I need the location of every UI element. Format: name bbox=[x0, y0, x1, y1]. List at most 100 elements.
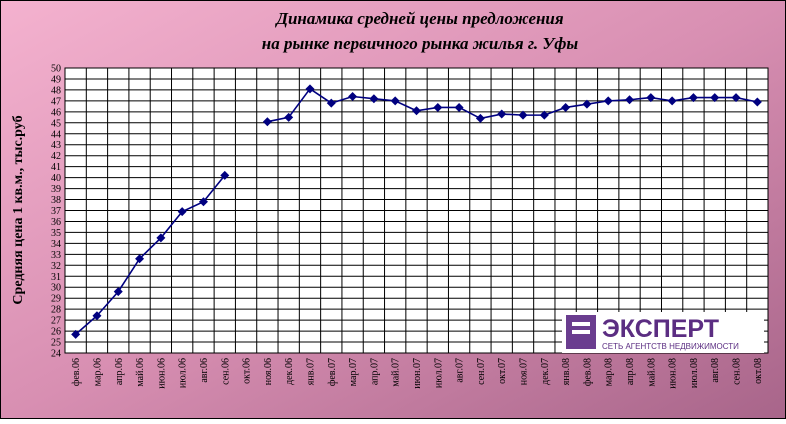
y-tick-label: 42 bbox=[51, 151, 61, 162]
marker bbox=[113, 287, 123, 297]
marker bbox=[433, 102, 443, 112]
x-tick-label: май.08 bbox=[646, 358, 657, 387]
marker bbox=[731, 93, 741, 103]
y-tick-label: 31 bbox=[51, 272, 61, 283]
x-tick-label: апр.06 bbox=[114, 358, 125, 385]
marker bbox=[390, 96, 400, 106]
marker bbox=[475, 113, 485, 123]
y-tick-label: 47 bbox=[51, 96, 61, 107]
y-tick-label: 45 bbox=[51, 118, 61, 129]
marker bbox=[539, 110, 549, 120]
y-tick-label: 29 bbox=[51, 294, 61, 305]
marker bbox=[262, 117, 272, 127]
marker bbox=[348, 92, 358, 101]
y-tick-label: 33 bbox=[51, 250, 61, 261]
x-tick-label: май.07 bbox=[391, 358, 402, 387]
logo-icon-stripe bbox=[572, 330, 590, 334]
marker bbox=[305, 84, 315, 94]
x-tick-label: июл.08 bbox=[689, 358, 700, 388]
x-tick-label: авг.08 bbox=[710, 358, 721, 383]
marker bbox=[156, 233, 166, 243]
y-tick-label: 25 bbox=[51, 338, 61, 349]
x-tick-label: окт.07 bbox=[497, 358, 508, 384]
marker bbox=[667, 96, 677, 106]
chart-title: Динамика средней цены предложения bbox=[274, 9, 564, 28]
y-tick-label: 44 bbox=[51, 129, 61, 140]
x-tick-label: мар.06 bbox=[92, 358, 103, 386]
marker bbox=[92, 311, 102, 321]
marker bbox=[646, 93, 656, 103]
marker bbox=[625, 95, 635, 105]
marker bbox=[582, 99, 592, 109]
y-tick-label: 28 bbox=[51, 305, 61, 316]
x-tick-label: июн.07 bbox=[412, 358, 423, 389]
y-tick-label: 41 bbox=[51, 162, 61, 173]
marker bbox=[284, 112, 294, 122]
marker bbox=[518, 110, 528, 120]
x-tick-label: дек.07 bbox=[540, 358, 551, 385]
x-tick-label: фев.06 bbox=[71, 358, 82, 386]
y-tick-label: 37 bbox=[51, 206, 61, 217]
marker bbox=[71, 329, 81, 339]
x-tick-label: июл.07 bbox=[433, 358, 444, 388]
marker bbox=[198, 197, 208, 207]
y-tick-label: 40 bbox=[51, 173, 61, 184]
y-tick-label: 50 bbox=[51, 64, 61, 75]
x-tick-label: авг.07 bbox=[455, 358, 466, 383]
x-tick-label: май.06 bbox=[135, 358, 146, 387]
y-tick-label: 39 bbox=[51, 184, 61, 195]
x-tick-label: авг.06 bbox=[199, 358, 210, 383]
marker bbox=[497, 109, 507, 119]
y-tick-label: 30 bbox=[51, 283, 61, 294]
y-tick-label: 32 bbox=[51, 261, 61, 272]
y-tick-label: 34 bbox=[51, 239, 61, 250]
x-tick-label: окт.06 bbox=[242, 358, 253, 384]
y-tick-label: 26 bbox=[51, 327, 61, 338]
x-tick-label: июн.06 bbox=[156, 358, 167, 389]
x-tick-label: ноя.06 bbox=[263, 358, 274, 385]
x-tick-label: фев.07 bbox=[327, 358, 338, 386]
y-tick-label: 46 bbox=[51, 107, 61, 118]
marker bbox=[326, 98, 336, 108]
y-tick-label: 49 bbox=[51, 74, 61, 85]
x-tick-label: сен.08 bbox=[732, 358, 743, 385]
x-tick-label: апр.07 bbox=[369, 358, 380, 385]
marker bbox=[369, 94, 379, 104]
x-tick-label: окт.08 bbox=[753, 358, 764, 384]
x-tick-label: мар.08 bbox=[604, 358, 615, 386]
marker bbox=[135, 254, 145, 264]
x-tick-label: июл.06 bbox=[178, 358, 189, 388]
marker bbox=[752, 97, 762, 107]
x-tick-label: фев.08 bbox=[582, 358, 593, 386]
marker bbox=[412, 106, 421, 116]
y-tick-label: 43 bbox=[51, 140, 61, 151]
x-tick-label: апр.08 bbox=[625, 358, 636, 385]
x-tick-label: дек.06 bbox=[284, 358, 295, 385]
y-tick-label: 35 bbox=[51, 228, 61, 239]
marker bbox=[177, 207, 187, 217]
y-tick-label: 36 bbox=[51, 217, 61, 228]
y-tick-label: 48 bbox=[51, 85, 61, 96]
marker bbox=[220, 170, 230, 180]
y-tick-label: 24 bbox=[51, 349, 61, 360]
marker bbox=[688, 93, 698, 103]
marker bbox=[603, 96, 613, 106]
logo-name: ЭКСПЕРТ bbox=[602, 315, 719, 343]
x-tick-label: янв.08 bbox=[561, 358, 572, 385]
logo: ЭКСПЕРТ СЕТЬ АГЕНТСТВ НЕДВИЖИМОСТИ bbox=[562, 312, 764, 353]
y-tick-label: 38 bbox=[51, 195, 61, 206]
logo-icon-stripe bbox=[572, 322, 590, 326]
y-axis-label: Средняя цена 1 кв.м., тыс.руб bbox=[11, 115, 26, 304]
marker bbox=[561, 102, 571, 112]
x-tick-label: ноя.07 bbox=[519, 358, 530, 385]
marker bbox=[454, 102, 464, 112]
y-tick-label: 27 bbox=[51, 316, 61, 327]
x-tick-label: сен.07 bbox=[476, 358, 487, 385]
x-tick-label: мар.07 bbox=[348, 358, 359, 386]
x-tick-label: янв.07 bbox=[305, 358, 316, 385]
x-tick-label: июн.08 bbox=[668, 358, 679, 389]
chart-title: на рынке первичного рынка жилья г. Уфы bbox=[262, 34, 579, 53]
x-tick-label: сен.06 bbox=[220, 358, 231, 385]
logo-tagline: СЕТЬ АГЕНТСТВ НЕДВИЖИМОСТИ bbox=[602, 342, 739, 351]
